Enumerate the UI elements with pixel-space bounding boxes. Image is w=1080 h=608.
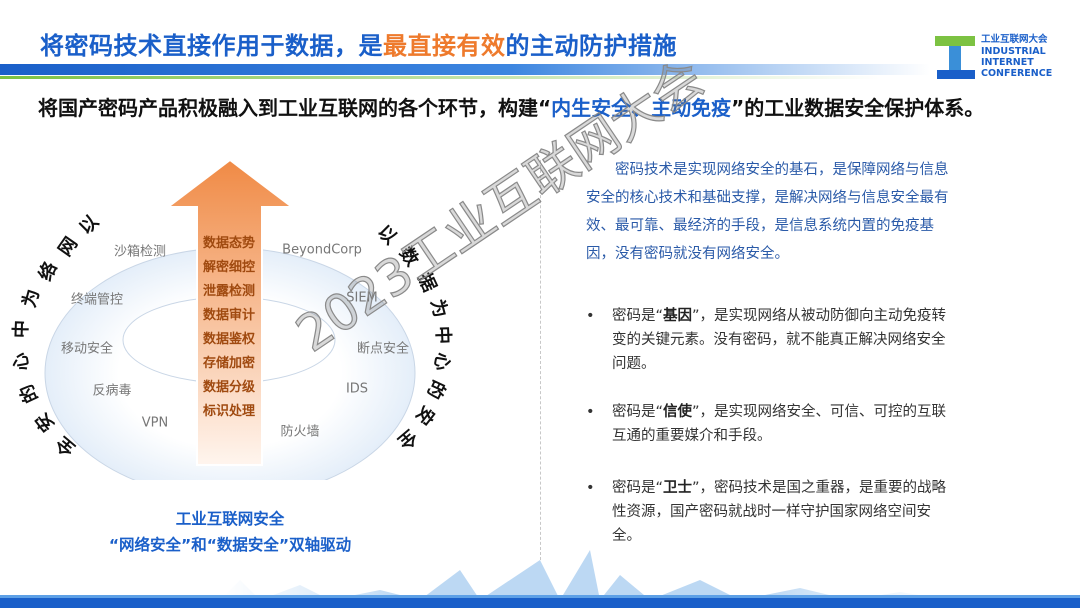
arrow-item: 数据鉴权 [202, 332, 256, 347]
subtitle-text: 将国产密码产品积极融入到工业互联网的各个环节，构建“ [38, 96, 552, 120]
logo-en: INDUSTRIAL [981, 46, 1046, 57]
title-text: 的主动防护措施 [505, 32, 677, 60]
bullet-item: • 密码是“卫士”，密码技术是国之重器，是重要的战略性资源，国产密码就战时一样守护… [586, 480, 947, 544]
subtitle-text: ”的工业数据安全保护体系。 [731, 96, 985, 120]
slide-title: 将密码技术直接作用于数据，是最直接有效的主动防护措施 [40, 26, 677, 61]
ring-diagram [44, 158, 416, 480]
logo-en: INTERNET [981, 57, 1034, 68]
ring-label-right: SIEM [346, 290, 378, 306]
ring-label-left: 沙箱检测 [113, 244, 167, 260]
city-skyline-decoration [0, 550, 1080, 608]
arc-char-right: 中 [431, 325, 454, 345]
header-gradient-bar [0, 64, 930, 75]
arrow-item: 数据审计 [202, 308, 256, 323]
arrow-item: 标识处理 [202, 404, 256, 419]
intro-paragraph: 密码技术是实现网络安全的基石，是保障网络与信息安全的核心技术和基础支撑，是解决网… [586, 162, 949, 262]
ring-label-left: 反病毒 [92, 383, 132, 399]
arrow-item: 数据分级 [202, 380, 256, 395]
arc-char-left: 中 [10, 319, 33, 339]
ring-label-left: 移动安全 [60, 341, 114, 357]
subtitle-highlight: 内生安全、主动免疫 [551, 96, 732, 120]
title-text: 将密码技术直接作用于数据，是 [40, 32, 383, 60]
arrow-item: 数据态势 [202, 236, 256, 251]
title-highlight: 最直接有效 [383, 32, 506, 60]
ring-label-left: 终端管控 [70, 292, 124, 308]
bullet-item: • 密码是“信使”，是实现网络安全、可信、可控的互联互通的重要媒介和手段。 [586, 404, 947, 444]
column-divider [540, 160, 541, 560]
header-green-line [0, 76, 880, 79]
subtitle: 将国产密码产品积极融入到工业互联网的各个环节，构建“内生安全、主动免疫”的工业数… [38, 94, 1048, 123]
ring-label-left: VPN [141, 415, 169, 431]
ring-label-right: BeyondCorp [282, 242, 362, 258]
diagram-caption: “网络安全”和“数据安全”双轴驱动 [108, 536, 352, 554]
ring-label-right: 断点安全 [356, 341, 410, 357]
bullet-item: • 密码是“基因”，是实现网络从被动防御向主动免疫转变的关键元素。没有密码，就不能… [586, 308, 947, 372]
diagram-caption: 工业互联网安全 [175, 510, 285, 528]
logo-t-icon [935, 36, 975, 79]
conference-logo: 工业互联网大会 INDUSTRIAL INTERNET CONFERENCE [935, 34, 1075, 82]
arrow-item: 解密细控 [202, 260, 256, 275]
arrow-shape [165, 158, 295, 466]
arrow-item: 泄露检测 [202, 284, 256, 299]
logo-en: CONFERENCE [981, 68, 1053, 79]
arrow-item: 存储加密 [202, 356, 256, 371]
ring-label-right: IDS [345, 381, 369, 397]
ring-label-right: 防火墙 [280, 424, 320, 440]
logo-cn: 工业互联网大会 [981, 34, 1048, 45]
